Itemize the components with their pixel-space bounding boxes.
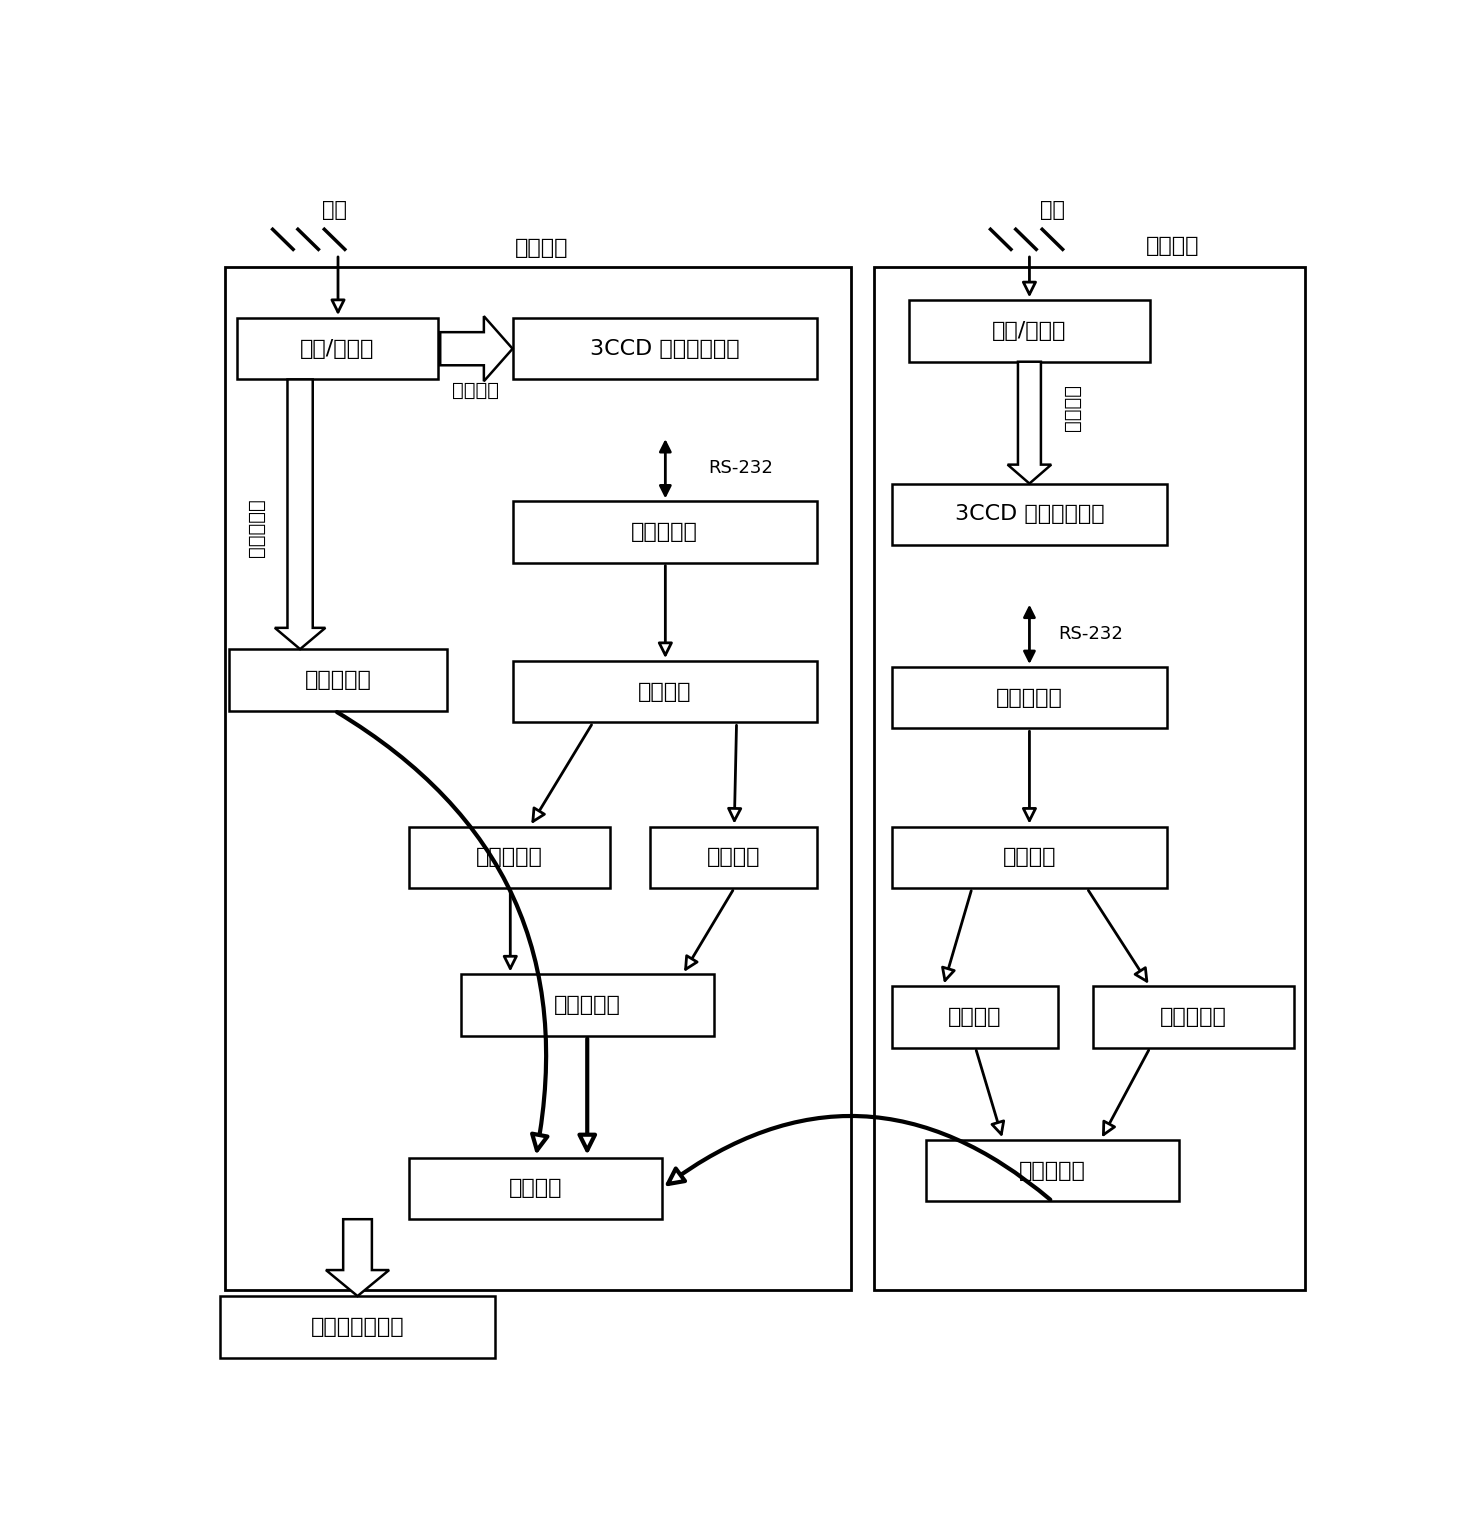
- Text: 凯氏定氮法: 凯氏定氮法: [247, 498, 265, 556]
- FancyBboxPatch shape: [892, 484, 1168, 545]
- Text: 图像去噪: 图像去噪: [1003, 848, 1057, 868]
- Text: 数据采集: 数据采集: [452, 381, 499, 399]
- FancyBboxPatch shape: [409, 826, 611, 888]
- FancyArrowPatch shape: [579, 1038, 594, 1150]
- Text: 茶树/标定板: 茶树/标定板: [301, 339, 375, 359]
- FancyArrowPatch shape: [336, 713, 547, 1150]
- FancyBboxPatch shape: [513, 501, 817, 562]
- Polygon shape: [1008, 362, 1051, 484]
- Text: 背景分离: 背景分离: [707, 848, 760, 868]
- Text: 背景分离: 背景分离: [948, 1008, 1002, 1028]
- FancyBboxPatch shape: [892, 986, 1058, 1048]
- Text: 茶树含氮量: 茶树含氮量: [305, 670, 372, 690]
- FancyBboxPatch shape: [461, 974, 714, 1035]
- FancyBboxPatch shape: [409, 1158, 662, 1220]
- Polygon shape: [326, 1220, 390, 1296]
- Text: 日光: 日光: [1040, 200, 1066, 220]
- Polygon shape: [274, 379, 326, 650]
- Text: RS-232: RS-232: [708, 459, 772, 478]
- Text: 反射率标定: 反射率标定: [476, 848, 542, 868]
- FancyBboxPatch shape: [908, 300, 1150, 362]
- Text: 数据采集: 数据采集: [1061, 386, 1080, 433]
- FancyBboxPatch shape: [225, 267, 851, 1290]
- FancyBboxPatch shape: [926, 1140, 1178, 1201]
- Text: 反射率标定: 反射率标定: [1160, 1008, 1227, 1028]
- Text: 图像去噪: 图像去噪: [639, 682, 692, 702]
- FancyBboxPatch shape: [892, 667, 1168, 728]
- Text: RS-232: RS-232: [1058, 625, 1123, 642]
- Text: 3CCD 多光谱成像仪: 3CCD 多光谱成像仪: [590, 339, 740, 359]
- FancyBboxPatch shape: [513, 660, 817, 722]
- Text: 冠层反射率: 冠层反射率: [554, 995, 621, 1015]
- FancyBboxPatch shape: [219, 1296, 495, 1358]
- Text: 3CCD 多光谱成像仪: 3CCD 多光谱成像仪: [954, 504, 1104, 524]
- Text: 校正模型: 校正模型: [508, 1178, 562, 1198]
- FancyBboxPatch shape: [892, 826, 1168, 888]
- FancyArrowPatch shape: [668, 1117, 1051, 1200]
- Text: 图像接收板: 图像接收板: [996, 688, 1063, 708]
- Text: 茶树/标定板: 茶树/标定板: [993, 321, 1067, 341]
- Text: 待测样本含氮量: 待测样本含氮量: [311, 1316, 405, 1336]
- Text: 冠层反射率: 冠层反射率: [1020, 1161, 1086, 1181]
- FancyBboxPatch shape: [228, 650, 448, 711]
- FancyBboxPatch shape: [874, 267, 1306, 1290]
- Polygon shape: [440, 316, 513, 381]
- Text: 待测样本: 待测样本: [1146, 237, 1200, 257]
- FancyBboxPatch shape: [1092, 986, 1294, 1048]
- FancyBboxPatch shape: [651, 826, 817, 888]
- FancyBboxPatch shape: [513, 318, 817, 379]
- Text: 日光: 日光: [322, 200, 347, 220]
- Text: 校正样本: 校正样本: [514, 238, 568, 258]
- Text: 图像接收板: 图像接收板: [631, 522, 698, 542]
- FancyBboxPatch shape: [237, 318, 437, 379]
